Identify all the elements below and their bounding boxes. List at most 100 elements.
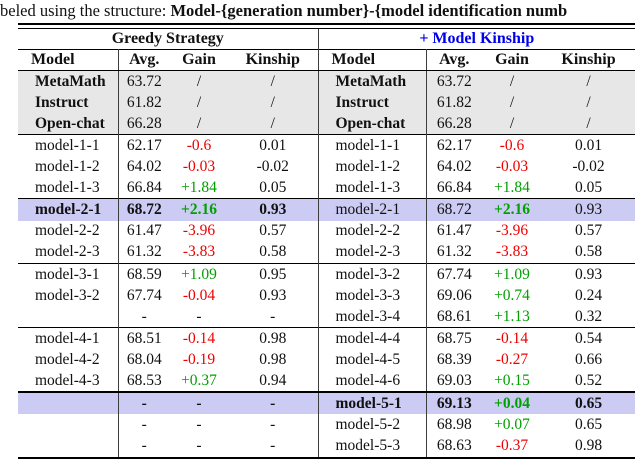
- left-gain-cell: /: [170, 70, 228, 92]
- right-kinship-cell: 0.93: [542, 262, 636, 285]
- table-row: - - - model-5-2 68.98 +0.07 0.65: [18, 414, 635, 436]
- right-avg-cell: 69.13: [426, 391, 482, 415]
- right-avg-cell: 61.32: [436, 243, 472, 261]
- right-avg-cell: 68.61: [436, 307, 472, 325]
- right-model-cell: model-2-1: [318, 198, 427, 221]
- left-kinship-cell: 0.94: [228, 370, 319, 393]
- right-gain-cell: -0.27: [495, 350, 529, 368]
- table-row: model-2-1 68.72 +2.16 0.93 model-2-1 68.72 +2.…: [18, 198, 636, 221]
- right-avg-cell: 69.06: [436, 286, 472, 304]
- left-avg-cell: 61.82: [118, 91, 170, 114]
- col-header-avg-right: Avg.: [426, 48, 482, 71]
- left-model-cell: model-2-1: [18, 198, 119, 221]
- left-gain-cell: +0.37: [181, 372, 217, 389]
- left-kinship-cell: 0.98: [228, 349, 319, 371]
- table-row: MetaMath 63.72// MetaMath 63.72//: [18, 70, 636, 92]
- table-row: Open-chat 66.28// Open-chat 66.28//: [18, 113, 636, 135]
- left-avg-cell: 66.28: [118, 113, 170, 135]
- right-gain-cell: +0.04: [482, 391, 542, 415]
- right-kinship-cell: 0.58: [574, 243, 603, 261]
- right-gain-cell: +2.16: [482, 198, 542, 221]
- left-gain-cell: -: [196, 307, 202, 325]
- right-kinship-cell: 0.24: [574, 286, 603, 304]
- right-avg-cell: 64.02: [436, 158, 472, 176]
- right-avg-cell: 68.39: [436, 350, 472, 368]
- left-model-cell: model-3-1: [18, 262, 119, 285]
- right-gain-cell: +0.15: [494, 372, 530, 389]
- right-kinship-cell: 0.93: [542, 198, 636, 221]
- model-kinship-header: + Model Kinship: [419, 30, 535, 47]
- right-model-cell: model-5-3: [318, 435, 427, 458]
- left-kinship-cell: 0.57: [228, 220, 319, 242]
- left-gain-cell: -0.19: [182, 350, 216, 368]
- right-gain-cell: /: [482, 113, 542, 135]
- right-avg-cell: 67.74: [426, 262, 482, 285]
- left-gain-cell: -: [170, 391, 228, 415]
- table-row: model-3-2 67.74 -0.04 0.93 model-3-3 69.06 +0.…: [18, 284, 635, 306]
- right-gain-cell: -0.6: [482, 134, 542, 157]
- right-model-cell: model-5-1: [318, 391, 427, 415]
- left-model-cell: model-4-3: [18, 370, 119, 393]
- table-row: - - - model-5-1 69.13 +0.04 0.65: [18, 391, 636, 415]
- col-header-model-right: Model: [318, 48, 427, 71]
- right-gain-cell: -0.14: [482, 327, 542, 350]
- right-model-cell: model-4-4: [318, 327, 427, 350]
- left-model-cell: Open-chat: [18, 113, 119, 135]
- right-avg-cell: 66.28: [426, 113, 482, 135]
- right-gain-cell: +1.13: [494, 307, 530, 325]
- left-gain-cell: -0.14: [170, 327, 228, 350]
- column-header-row: Model Avg. Gain Kinship Model Avg. Gain …: [18, 48, 636, 71]
- left-kinship-cell: /: [228, 70, 319, 92]
- left-kinship-cell: 0.05: [228, 177, 319, 199]
- left-kinship-cell: 0.01: [228, 134, 319, 157]
- right-model-cell: model-5-2: [318, 414, 427, 436]
- col-header-model-left: Model: [18, 48, 119, 71]
- left-gain-cell: -0.04: [182, 286, 216, 304]
- right-avg-cell: 63.72: [426, 70, 482, 92]
- right-avg-cell: 69.03: [436, 372, 472, 389]
- right-model-cell: model-1-3: [318, 177, 427, 199]
- right-gain-cell: -0.03: [495, 158, 529, 176]
- right-gain-cell: /: [482, 70, 542, 92]
- left-avg-cell: 68.72: [118, 198, 170, 221]
- right-kinship-cell: 0.54: [542, 327, 636, 350]
- left-gain-cell: -: [196, 416, 202, 434]
- left-model-cell: MetaMath: [18, 70, 119, 92]
- right-model-cell: model-4-6: [318, 370, 427, 393]
- left-gain-cell: -3.83: [182, 243, 216, 261]
- right-kinship-cell: 0.65: [574, 416, 603, 434]
- left-kinship-cell: /: [228, 91, 319, 114]
- left-gain-cell: -3.96: [182, 222, 216, 240]
- right-model-cell: Instruct: [318, 91, 427, 114]
- left-avg-cell: -: [118, 391, 170, 415]
- right-gain-cell: -3.83: [495, 243, 529, 261]
- results-table: Greedy Strategy + Model Kinship Model Av…: [18, 29, 636, 459]
- left-gain-cell: -: [196, 437, 202, 455]
- left-avg-cell: 68.51: [118, 327, 170, 350]
- right-gain-cell: +0.74: [494, 286, 530, 304]
- table-row: model-4-2 68.04 -0.19 0.98 model-4-5 68.39 -0.…: [18, 349, 635, 371]
- right-model-cell: model-1-2: [318, 156, 427, 178]
- right-gain-cell: +0.07: [494, 416, 530, 434]
- left-avg-cell: 68.04: [126, 350, 162, 368]
- table-row: model-3-1 68.59 +1.09 0.95 model-3-2 67.74 +1.…: [18, 262, 636, 285]
- right-kinship-cell: 0.98: [574, 437, 603, 455]
- left-model-cell: model-3-2: [18, 284, 119, 306]
- right-model-cell: MetaMath: [318, 70, 427, 92]
- left-gain-cell: -0.6: [170, 134, 228, 157]
- col-header-gain-right: Gain: [482, 48, 542, 71]
- caption: beled using the structure: Model-{genera…: [0, 0, 640, 23]
- left-avg-cell: 62.17: [118, 134, 170, 157]
- right-gain-cell: -0.37: [495, 437, 529, 455]
- left-kinship-cell: -: [228, 305, 319, 328]
- right-kinship-cell: /: [542, 113, 636, 135]
- right-model-cell: Open-chat: [318, 113, 427, 135]
- greedy-strategy-header: Greedy Strategy: [18, 29, 319, 50]
- left-kinship-cell: 0.93: [228, 284, 319, 306]
- left-kinship-cell: -0.02: [228, 156, 319, 178]
- right-avg-cell: 68.63: [436, 437, 472, 455]
- right-kinship-cell: 0.57: [574, 222, 603, 240]
- right-model-cell: model-3-4: [318, 305, 427, 328]
- right-kinship-cell: /: [542, 91, 636, 114]
